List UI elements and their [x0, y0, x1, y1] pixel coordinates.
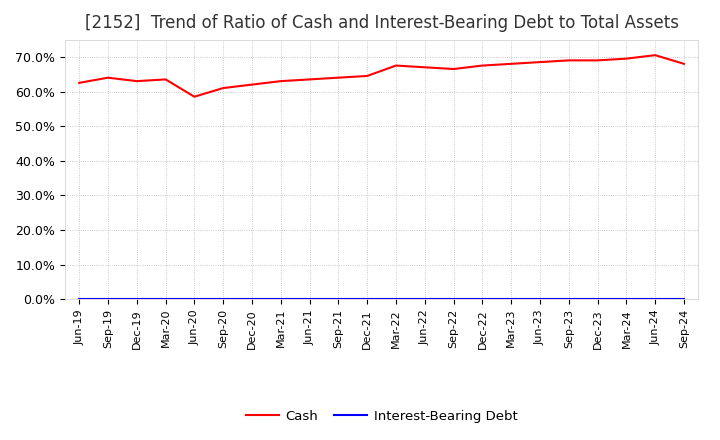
Cash: [305, 77, 314, 82]
Interest-Bearing Debt: [334, 297, 343, 302]
Line: Cash: Cash: [79, 55, 684, 97]
Interest-Bearing Debt: [190, 297, 199, 302]
Interest-Bearing Debt: [449, 297, 458, 302]
Cash: [248, 82, 256, 87]
Legend: Cash, Interest-Bearing Debt: Cash, Interest-Bearing Debt: [240, 404, 523, 428]
Cash: [564, 58, 573, 63]
Cash: [680, 61, 688, 66]
Interest-Bearing Debt: [536, 297, 544, 302]
Interest-Bearing Debt: [248, 297, 256, 302]
Interest-Bearing Debt: [564, 297, 573, 302]
Cash: [622, 56, 631, 61]
Cash: [363, 73, 372, 79]
Interest-Bearing Debt: [420, 297, 429, 302]
Cash: [161, 77, 170, 82]
Cash: [507, 61, 516, 66]
Cash: [219, 85, 228, 91]
Interest-Bearing Debt: [478, 297, 487, 302]
Interest-Bearing Debt: [305, 297, 314, 302]
Cash: [420, 65, 429, 70]
Interest-Bearing Debt: [392, 297, 400, 302]
Interest-Bearing Debt: [593, 297, 602, 302]
Interest-Bearing Debt: [363, 297, 372, 302]
Interest-Bearing Debt: [75, 297, 84, 302]
Interest-Bearing Debt: [219, 297, 228, 302]
Cash: [478, 63, 487, 68]
Cash: [593, 58, 602, 63]
Cash: [190, 94, 199, 99]
Cash: [75, 80, 84, 85]
Interest-Bearing Debt: [680, 297, 688, 302]
Interest-Bearing Debt: [507, 297, 516, 302]
Interest-Bearing Debt: [132, 297, 141, 302]
Title: [2152]  Trend of Ratio of Cash and Interest-Bearing Debt to Total Assets: [2152] Trend of Ratio of Cash and Intere…: [85, 15, 679, 33]
Cash: [104, 75, 112, 81]
Cash: [276, 78, 285, 84]
Cash: [334, 75, 343, 81]
Interest-Bearing Debt: [104, 297, 112, 302]
Cash: [449, 66, 458, 72]
Interest-Bearing Debt: [161, 297, 170, 302]
Cash: [392, 63, 400, 68]
Cash: [536, 59, 544, 65]
Interest-Bearing Debt: [651, 297, 660, 302]
Interest-Bearing Debt: [276, 297, 285, 302]
Cash: [651, 52, 660, 58]
Interest-Bearing Debt: [622, 297, 631, 302]
Cash: [132, 78, 141, 84]
